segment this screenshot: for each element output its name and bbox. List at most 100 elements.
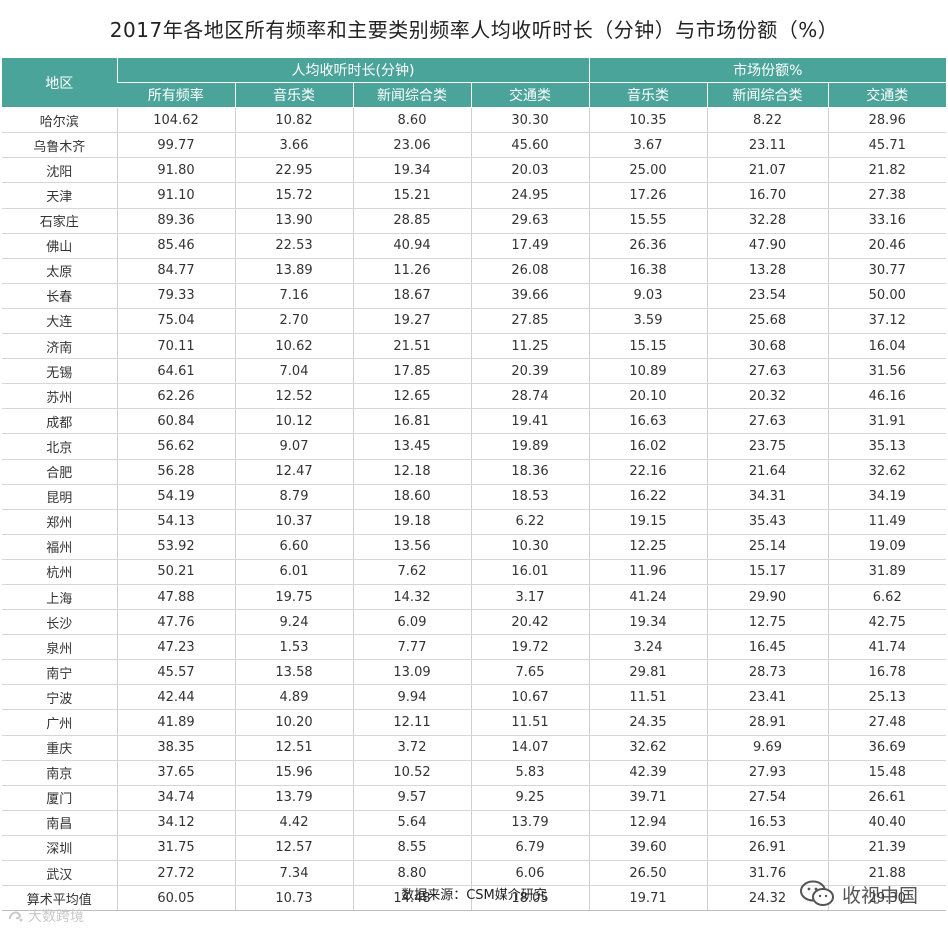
table-row: 长春 79.33 7.16 18.67 39.66 9.03 23.54 50.00 bbox=[2, 283, 947, 309]
cell-time-traffic: 45.60 bbox=[470, 132, 589, 159]
cell-all-frequencies: 45.57 bbox=[116, 659, 235, 686]
cell-share-music: 26.50 bbox=[588, 860, 707, 887]
cell-time-traffic: 20.03 bbox=[470, 157, 589, 184]
cell-time-music: 22.95 bbox=[234, 157, 353, 184]
cell-all-frequencies: 60.84 bbox=[116, 408, 235, 435]
cell-share-music: 12.25 bbox=[588, 534, 707, 560]
cell-share-music: 24.35 bbox=[588, 709, 707, 736]
cell-time-music: 12.47 bbox=[234, 459, 353, 485]
cell-region: 南京 bbox=[2, 760, 117, 786]
cell-region: 成都 bbox=[2, 408, 117, 435]
cell-time-music: 22.53 bbox=[234, 233, 353, 259]
cell-share-music: 22.16 bbox=[588, 459, 707, 485]
cell-region: 郑州 bbox=[2, 509, 117, 535]
cell-time-traffic: 19.41 bbox=[470, 408, 589, 435]
table-row: 佛山 85.46 22.53 40.94 17.49 26.36 47.90 20.46 bbox=[2, 233, 947, 259]
header-share-traffic: 交通类 bbox=[827, 82, 947, 109]
table-row: 南宁 45.57 13.58 13.09 7.65 29.81 28.73 16.78 bbox=[2, 659, 947, 686]
cell-all-frequencies: 38.35 bbox=[116, 735, 235, 761]
cell-time-music: 12.51 bbox=[234, 735, 353, 761]
table-row: 昆明 54.19 8.79 18.60 18.53 16.22 34.31 34.19 bbox=[2, 484, 947, 510]
cell-share-traffic: 37.12 bbox=[827, 308, 947, 335]
cell-share-news: 26.91 bbox=[706, 835, 828, 862]
cell-time-music: 12.57 bbox=[234, 835, 353, 862]
cell-share-traffic: 41.74 bbox=[827, 634, 947, 661]
cell-share-traffic: 27.48 bbox=[827, 709, 947, 736]
table-row: 郑州 54.13 10.37 19.18 6.22 19.15 35.43 11.49 bbox=[2, 509, 947, 535]
cell-time-traffic: 3.17 bbox=[470, 584, 589, 611]
cell-share-news: 12.75 bbox=[706, 609, 828, 636]
cell-share-music: 20.10 bbox=[588, 383, 707, 410]
cell-time-traffic: 19.72 bbox=[470, 634, 589, 661]
cell-share-music: 10.89 bbox=[588, 358, 707, 385]
cell-share-news: 8.22 bbox=[706, 107, 828, 134]
cell-share-news: 21.07 bbox=[706, 157, 828, 184]
cell-time-news: 15.21 bbox=[352, 182, 471, 209]
cell-share-news: 16.53 bbox=[706, 810, 828, 836]
cell-share-traffic: 28.96 bbox=[827, 107, 947, 134]
cell-time-music: 8.79 bbox=[234, 484, 353, 510]
cell-share-news: 23.75 bbox=[706, 433, 828, 460]
cell-share-music: 41.24 bbox=[588, 584, 707, 611]
cell-time-traffic: 39.66 bbox=[470, 283, 589, 309]
cell-region: 石家庄 bbox=[2, 208, 117, 234]
cell-share-music: 10.35 bbox=[588, 107, 707, 134]
cell-region: 沈阳 bbox=[2, 157, 117, 184]
cell-region: 上海 bbox=[2, 584, 117, 611]
table-row: 无锡 64.61 7.04 17.85 20.39 10.89 27.63 31.56 bbox=[2, 358, 947, 385]
cell-time-news: 13.56 bbox=[352, 534, 471, 560]
cell-time-traffic: 26.08 bbox=[470, 258, 589, 284]
cell-all-frequencies: 91.10 bbox=[116, 182, 235, 209]
table-row: 北京 56.62 9.07 13.45 19.89 16.02 23.75 35.13 bbox=[2, 433, 947, 460]
cell-share-news: 34.31 bbox=[706, 484, 828, 510]
cell-share-news: 15.17 bbox=[706, 559, 828, 585]
cell-share-music: 11.51 bbox=[588, 684, 707, 711]
cell-share-traffic: 31.89 bbox=[827, 559, 947, 585]
cell-share-news: 28.73 bbox=[706, 659, 828, 686]
data-table: 地区 人均收听时长(分钟) 市场份额% 所有频率 音乐类 新闻综合类 交通类 音… bbox=[2, 58, 947, 912]
cell-share-music: 16.38 bbox=[588, 258, 707, 284]
cell-region: 深圳 bbox=[2, 835, 117, 862]
cell-share-news: 27.54 bbox=[706, 785, 828, 811]
cell-all-frequencies: 53.92 bbox=[116, 534, 235, 560]
cell-all-frequencies: 56.62 bbox=[116, 433, 235, 460]
cell-share-music: 42.39 bbox=[588, 760, 707, 786]
cell-time-traffic: 24.95 bbox=[470, 182, 589, 209]
cell-all-frequencies: 41.89 bbox=[116, 709, 235, 736]
table-row: 哈尔滨 104.62 10.82 8.60 30.30 10.35 8.22 28.96 bbox=[2, 107, 947, 134]
table-row: 合肥 56.28 12.47 12.18 18.36 22.16 21.64 32.62 bbox=[2, 459, 947, 485]
cell-time-traffic: 6.22 bbox=[470, 509, 589, 535]
cell-time-music: 9.24 bbox=[234, 609, 353, 636]
cell-all-frequencies: 79.33 bbox=[116, 283, 235, 309]
cell-region: 南昌 bbox=[2, 810, 117, 836]
cell-region: 哈尔滨 bbox=[2, 107, 117, 134]
cell-share-music: 26.36 bbox=[588, 233, 707, 259]
cell-time-news: 12.11 bbox=[352, 709, 471, 736]
average-row: 算术平均值 60.05 10.73 14.48 18.05 19.71 24.32 29.30 bbox=[2, 885, 947, 912]
header-time-music: 音乐类 bbox=[234, 82, 353, 109]
cell-all-frequencies: 70.11 bbox=[116, 333, 235, 360]
cell-region: 昆明 bbox=[2, 484, 117, 510]
cell-time-music: 4.42 bbox=[234, 810, 353, 836]
cell-time-news: 18.67 bbox=[352, 283, 471, 309]
cell-region: 南宁 bbox=[2, 659, 117, 686]
table-row: 泉州 47.23 1.53 7.77 19.72 3.24 16.45 41.74 bbox=[2, 634, 947, 661]
cell-region: 北京 bbox=[2, 433, 117, 460]
cell-share-music: 29.81 bbox=[588, 659, 707, 686]
cell-time-news: 7.62 bbox=[352, 559, 471, 585]
table-head: 地区 人均收听时长(分钟) 市场份额% 所有频率 音乐类 新闻综合类 交通类 音… bbox=[2, 58, 947, 109]
cell-share-music: 17.26 bbox=[588, 182, 707, 209]
cell-time-music: 15.72 bbox=[234, 182, 353, 209]
cell-time-music: 6.60 bbox=[234, 534, 353, 560]
cell-share-news: 23.54 bbox=[706, 283, 828, 309]
cell-region: 杭州 bbox=[2, 559, 117, 585]
cell-time-traffic: 13.79 bbox=[470, 810, 589, 836]
cell-time-news: 16.81 bbox=[352, 408, 471, 435]
cell-time-news: 8.80 bbox=[352, 860, 471, 887]
cell-share-traffic: 36.69 bbox=[827, 735, 947, 761]
table-row: 南京 37.65 15.96 10.52 5.83 42.39 27.93 15.48 bbox=[2, 760, 947, 786]
cell-share-traffic: 20.46 bbox=[827, 233, 947, 259]
cell-time-music: 10.12 bbox=[234, 408, 353, 435]
cell-share-news: 21.64 bbox=[706, 459, 828, 485]
cell-share-traffic: 30.77 bbox=[827, 258, 947, 284]
